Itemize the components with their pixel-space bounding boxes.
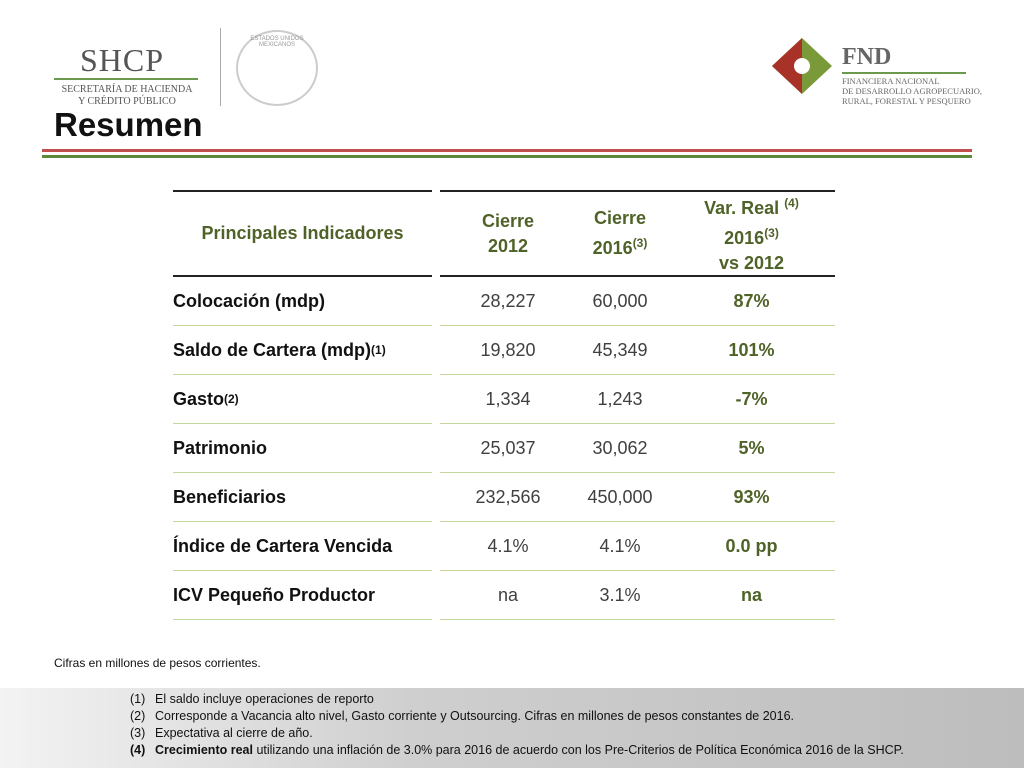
cell: -7% [668, 375, 835, 424]
cell: 19,820 [440, 326, 576, 375]
cell: 4.1% [572, 522, 668, 571]
fnd-logo [772, 38, 832, 94]
cell: 101% [668, 326, 835, 375]
label-text: Colocación (mdp) [173, 290, 325, 311]
note-marker: (2) [130, 709, 146, 723]
note: (3) Expectativa al cierre de año. [130, 726, 313, 740]
header-line: Var. Real (4) [704, 191, 799, 221]
header-text: Cierre [593, 208, 647, 228]
cell: 87% [668, 277, 835, 326]
cell: 5% [668, 424, 835, 473]
header-text: 2016 [724, 228, 765, 248]
note: (4) Crecimiento real utilizando una infla… [130, 743, 904, 757]
header-cell: Principales Indicadores [173, 190, 432, 277]
fnd-line: FINANCIERA NACIONAL [842, 76, 940, 86]
rule [42, 155, 972, 158]
header-line: Cierre [594, 206, 646, 231]
note-text: El saldo incluye operaciones de reporto [155, 692, 374, 706]
cell: 60,000 [572, 277, 668, 326]
label-text: Patrimonio [173, 437, 268, 458]
cell: 3.1% [572, 571, 668, 620]
rule [42, 149, 972, 152]
cell: na [440, 571, 576, 620]
header-line: Cierre [482, 209, 534, 234]
header-line: 2016(3) [593, 231, 648, 261]
cell: 1,334 [440, 375, 576, 424]
label-text: ICV Pequeño Productor [173, 584, 376, 605]
header-text: Cierre [481, 210, 535, 231]
label-text: Gasto [173, 388, 225, 409]
header-cell: Var. Real (4) 2016(3) vs 2012 [668, 190, 835, 277]
header-cell: Cierre 2016(3) [572, 190, 668, 277]
fnd-rule [842, 72, 966, 74]
shcp-line: Y CRÉDITO PÚBLICO [78, 96, 176, 107]
fnd-line: RURAL, FORESTAL Y PESQUERO [842, 96, 971, 106]
superscript: (3) [764, 226, 779, 240]
header-line: 2012 [488, 234, 528, 259]
row-label: Saldo de Cartera (mdp) (1) [173, 326, 432, 375]
row-label: Índice de Cartera Vencida [173, 522, 432, 571]
header-text: 2012 [487, 235, 529, 256]
row-label: Gasto (2) [173, 375, 432, 424]
shcp-line: SECRETARÍA DE HACIENDA [61, 84, 193, 95]
cell: 45,349 [572, 326, 668, 375]
cell: 1,243 [572, 375, 668, 424]
superscript: (1) [371, 343, 386, 357]
slide-title: Resumen [54, 106, 203, 143]
footer-band [0, 688, 1024, 768]
label-text: Saldo de Cartera (mdp) [173, 339, 372, 360]
row-label: ICV Pequeño Productor [173, 571, 432, 620]
superscript: (3) [632, 236, 648, 250]
header-cell: Cierre 2012 [440, 190, 576, 277]
note-text: utilizando una inflación de 3.0% para 20… [252, 743, 904, 757]
fnd-line: DE DESARROLLO AGROPECUARIO, [842, 86, 983, 96]
cell: 25,037 [440, 424, 576, 473]
header-line: 2016(3) [724, 221, 779, 251]
row-label: Colocación (mdp) [173, 277, 432, 326]
note-bold: Crecimiento real [155, 743, 253, 757]
divider [220, 28, 221, 106]
cell: na [668, 571, 835, 620]
footnote: Cifras en millones de pesos corrientes. [54, 656, 261, 670]
header-text: Principales Indicadores [201, 223, 404, 243]
label-text: Índice de Cartera Vencida [173, 535, 393, 556]
label-text: Beneficiarios [173, 486, 287, 507]
note-marker: (1) [130, 692, 146, 706]
note-text: Expectativa al cierre de año. [155, 726, 313, 740]
note: (2) Corresponde a Vacancia alto nivel, Ga… [130, 709, 794, 723]
superscript: (4) [784, 196, 799, 210]
fnd-name: FND [842, 44, 892, 70]
note-marker: (3) [130, 726, 146, 740]
note: (1) El saldo incluye operaciones de repor… [130, 692, 374, 706]
cell: 4.1% [440, 522, 576, 571]
cell: 232,566 [440, 473, 576, 522]
header-text: 2016 [592, 238, 633, 258]
note-text: Corresponde a Vacancia alto nivel, Gasto… [155, 709, 795, 723]
cell: 93% [668, 473, 835, 522]
header-text: vs 2012 [718, 253, 785, 273]
shcp-rule [54, 78, 198, 80]
cell: 0.0 pp [668, 522, 835, 571]
cell: 28,227 [440, 277, 576, 326]
note-marker: (4) [130, 743, 146, 757]
header-line: vs 2012 [719, 251, 784, 276]
cell: 30,062 [572, 424, 668, 473]
superscript: (2) [224, 392, 239, 406]
row-label: Patrimonio [173, 424, 432, 473]
shcp-name: SHCP [80, 42, 165, 78]
row-label: Beneficiarios [173, 473, 432, 522]
cell: 450,000 [572, 473, 668, 522]
seal: ESTADOS UNIDOS MEXICANOS [236, 30, 318, 106]
header-line: Principales Indicadores [201, 221, 403, 246]
header-text: Var. Real [704, 198, 785, 218]
